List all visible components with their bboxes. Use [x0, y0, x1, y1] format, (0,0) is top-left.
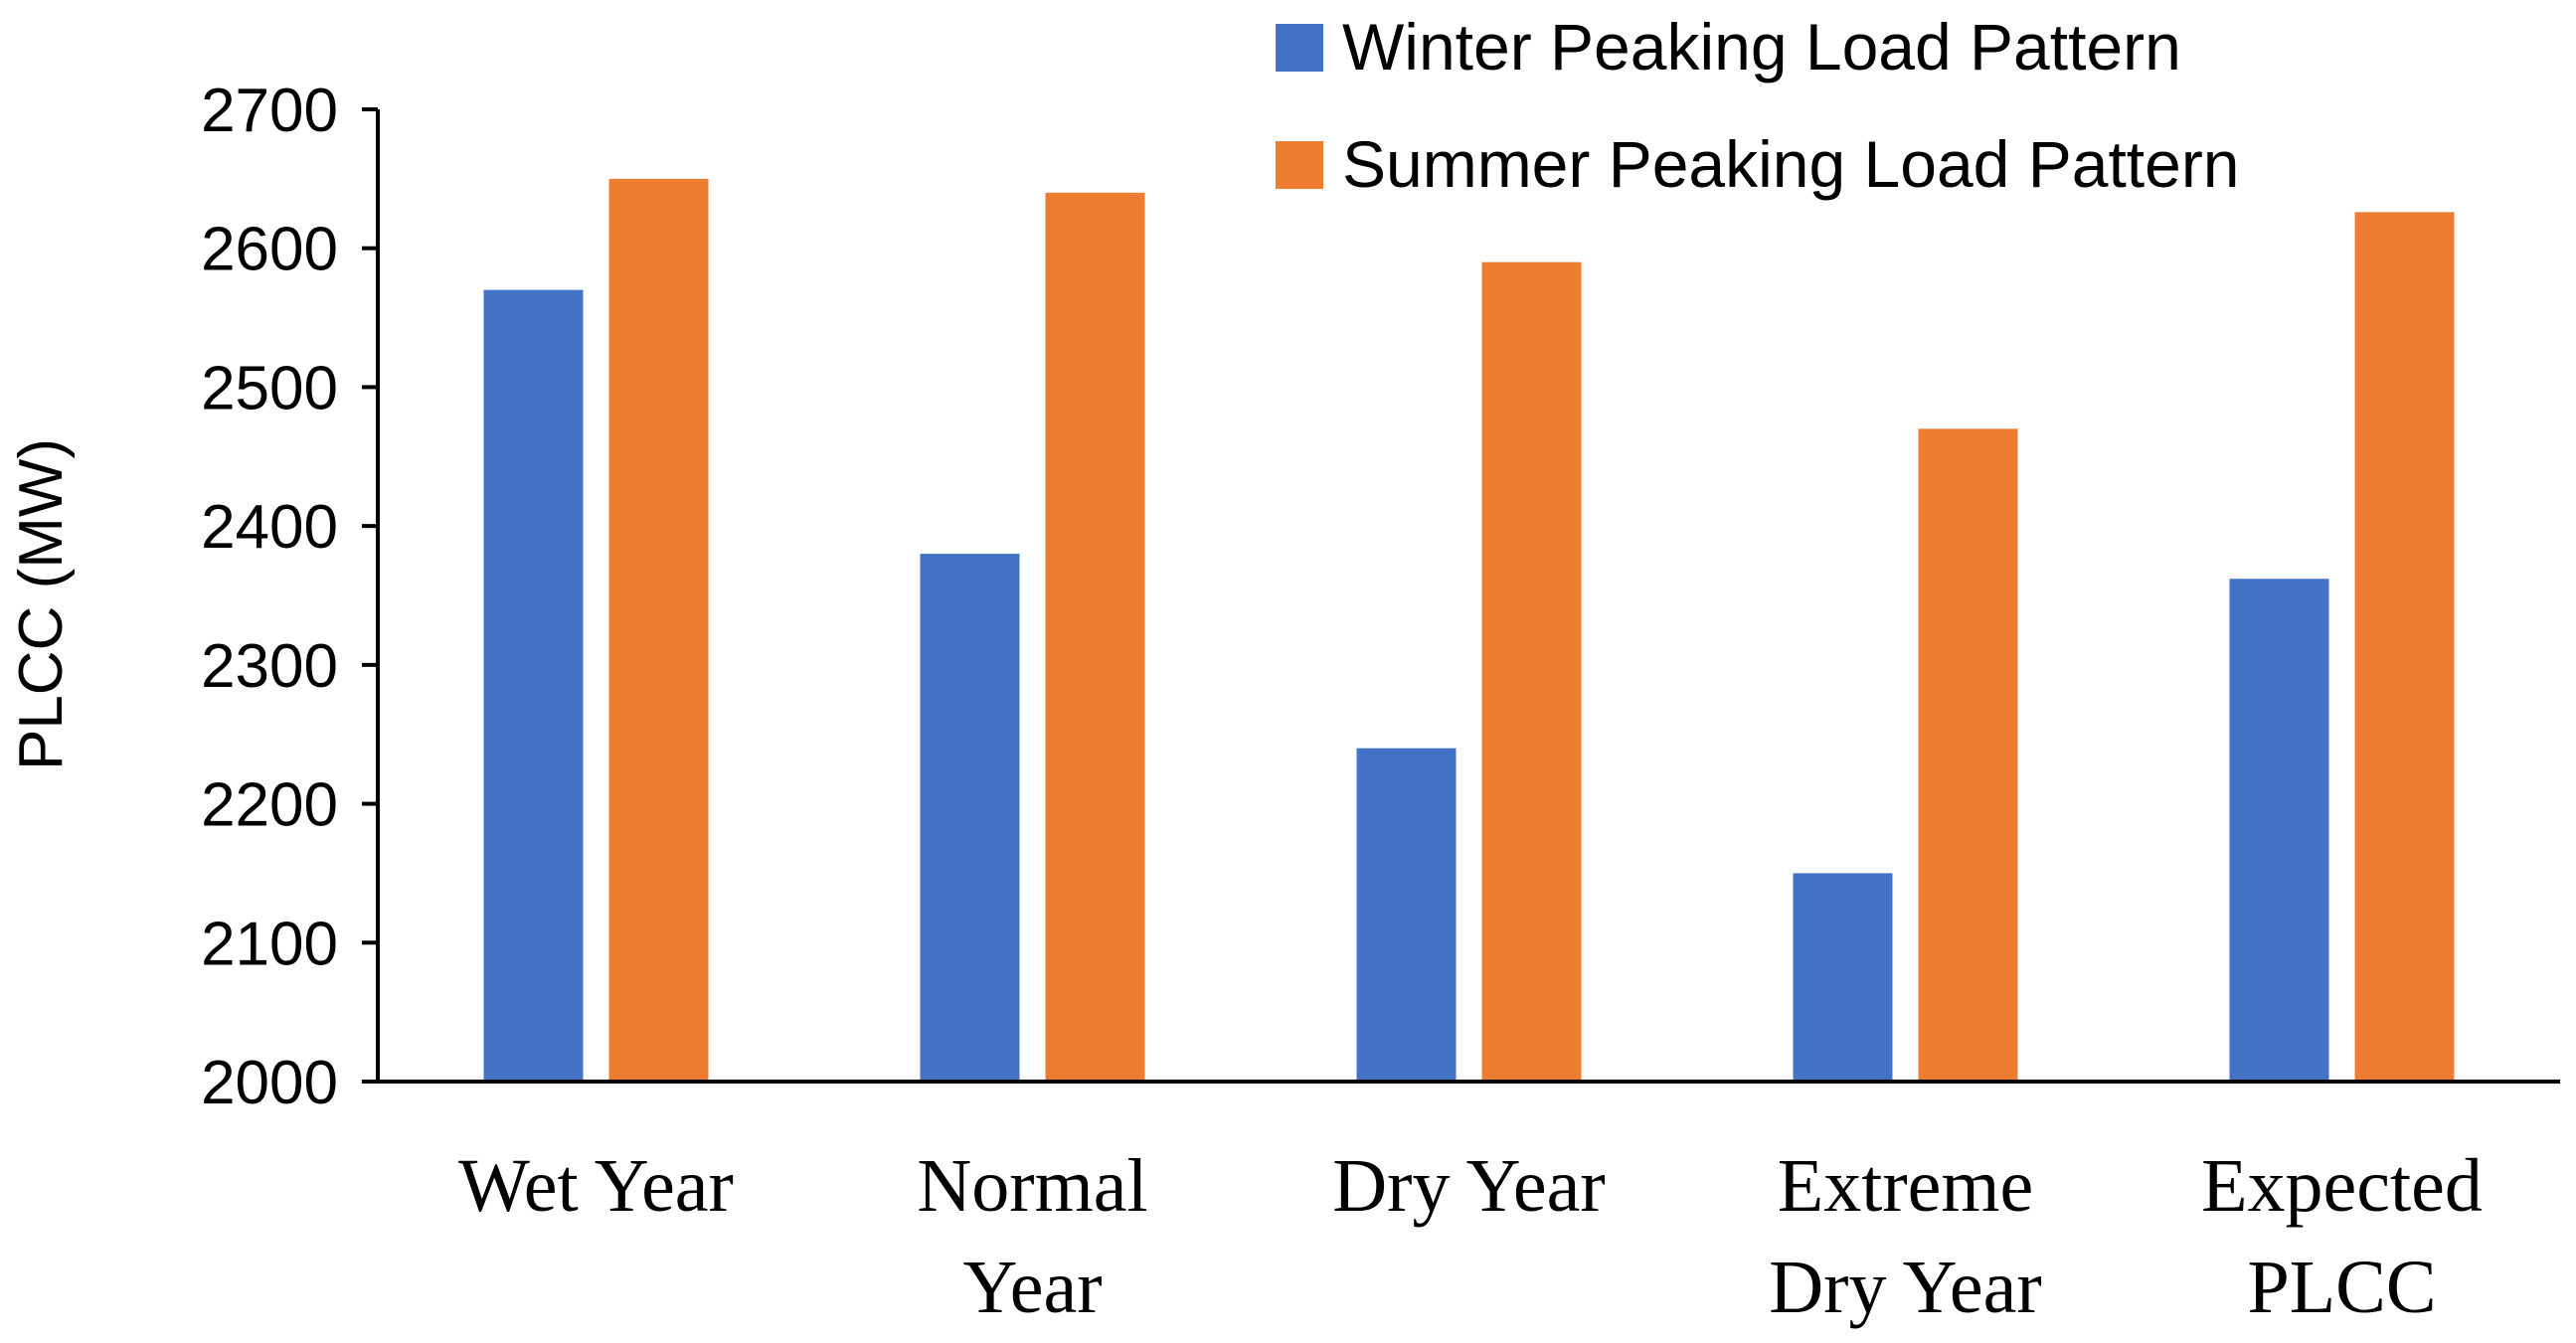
x-category-label: Dry Year	[1332, 1144, 1605, 1228]
bar-winter-3	[1793, 873, 1893, 1082]
bar-summer-4	[2354, 212, 2455, 1083]
y-tick-label: 2600	[201, 216, 338, 284]
y-tick-label: 2200	[201, 771, 338, 840]
legend-label-winter: Winter Peaking Load Pattern	[1342, 10, 2181, 84]
x-category-label: Dry Year	[1769, 1246, 2041, 1329]
y-axis-title: PLCC (MW)	[7, 438, 76, 770]
bar-summer-2	[1481, 261, 1582, 1083]
x-axis-labels: Wet Year Normal Year Dry Year Extreme Dry Yea…	[458, 1144, 2483, 1329]
x-category-label: Normal	[917, 1144, 1147, 1228]
y-tick-label: 2300	[201, 632, 338, 701]
x-category-label: Expected	[2201, 1144, 2483, 1228]
bar-summer-0	[608, 178, 709, 1082]
bars-group	[483, 178, 2455, 1083]
bar-summer-1	[1045, 192, 1145, 1083]
x-category-label: Extreme	[1778, 1144, 2033, 1228]
bar-winter-2	[1356, 748, 1457, 1082]
x-category-label: Wet Year	[458, 1144, 734, 1228]
legend-label-summer: Summer Peaking Load Pattern	[1342, 127, 2240, 201]
y-tick-label: 2100	[201, 910, 338, 978]
y-tick-label: 2400	[201, 493, 338, 562]
bar-winter-4	[2229, 579, 2329, 1082]
bar-winter-0	[483, 289, 584, 1083]
axes-group	[376, 109, 2560, 1084]
legend-swatch-winter	[1276, 24, 1323, 72]
legend: Winter Peaking Load Pattern Summer Peakin…	[1276, 10, 2240, 201]
x-category-label: PLCC	[2247, 1246, 2436, 1329]
y-tick-label: 2000	[201, 1049, 338, 1117]
legend-swatch-summer	[1276, 141, 1323, 189]
y-tick-label: 2500	[201, 354, 338, 422]
y-tick-label: 2700	[201, 77, 338, 145]
bar-summer-3	[1918, 428, 2018, 1082]
x-category-label: Year	[962, 1246, 1102, 1329]
bar-winter-1	[920, 554, 1020, 1082]
y-axis-ticks: 2000 2100 2200 2300 2400 2500 2600 2700	[201, 77, 378, 1117]
